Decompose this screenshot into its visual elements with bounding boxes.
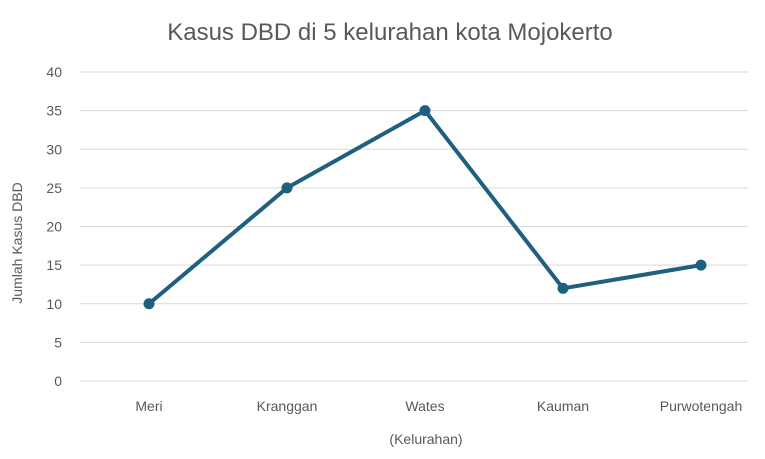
y-tick-label: 35 bbox=[46, 103, 62, 119]
series-line bbox=[147, 108, 703, 306]
chart-title: Kasus DBD di 5 kelurahan kota Mojokerto bbox=[167, 19, 613, 46]
y-tick-label: 0 bbox=[54, 373, 62, 389]
y-tick-label: 40 bbox=[46, 64, 62, 80]
data-point-purwotengah bbox=[695, 259, 707, 271]
data-point-kauman bbox=[557, 282, 569, 294]
y-tick-label: 25 bbox=[46, 180, 62, 196]
data-point-meri bbox=[143, 298, 155, 310]
y-axis-ticks: 0 5 10 15 20 25 30 35 40 bbox=[46, 64, 62, 389]
data-point-kranggan bbox=[281, 182, 293, 194]
x-axis-ticks: Meri Kranggan Wates Kauman Purwotengah bbox=[135, 398, 742, 414]
x-tick-label: Meri bbox=[135, 398, 162, 414]
y-tick-label: 5 bbox=[54, 334, 62, 350]
series-layer bbox=[143, 105, 707, 310]
data-point-wates bbox=[419, 105, 431, 117]
x-axis-title: (Kelurahan) bbox=[389, 431, 462, 447]
gridlines bbox=[80, 71, 748, 382]
x-tick-label: Kauman bbox=[537, 398, 589, 414]
y-tick-label: 15 bbox=[46, 257, 62, 273]
y-tick-label: 20 bbox=[46, 219, 62, 235]
y-tick-label: 10 bbox=[46, 296, 62, 312]
x-tick-label: Kranggan bbox=[257, 398, 318, 414]
y-tick-label: 30 bbox=[46, 141, 62, 157]
y-axis-title: Jumlah Kasus DBD bbox=[9, 182, 25, 303]
x-tick-label: Purwotengah bbox=[660, 398, 743, 414]
x-tick-label: Wates bbox=[405, 398, 444, 414]
